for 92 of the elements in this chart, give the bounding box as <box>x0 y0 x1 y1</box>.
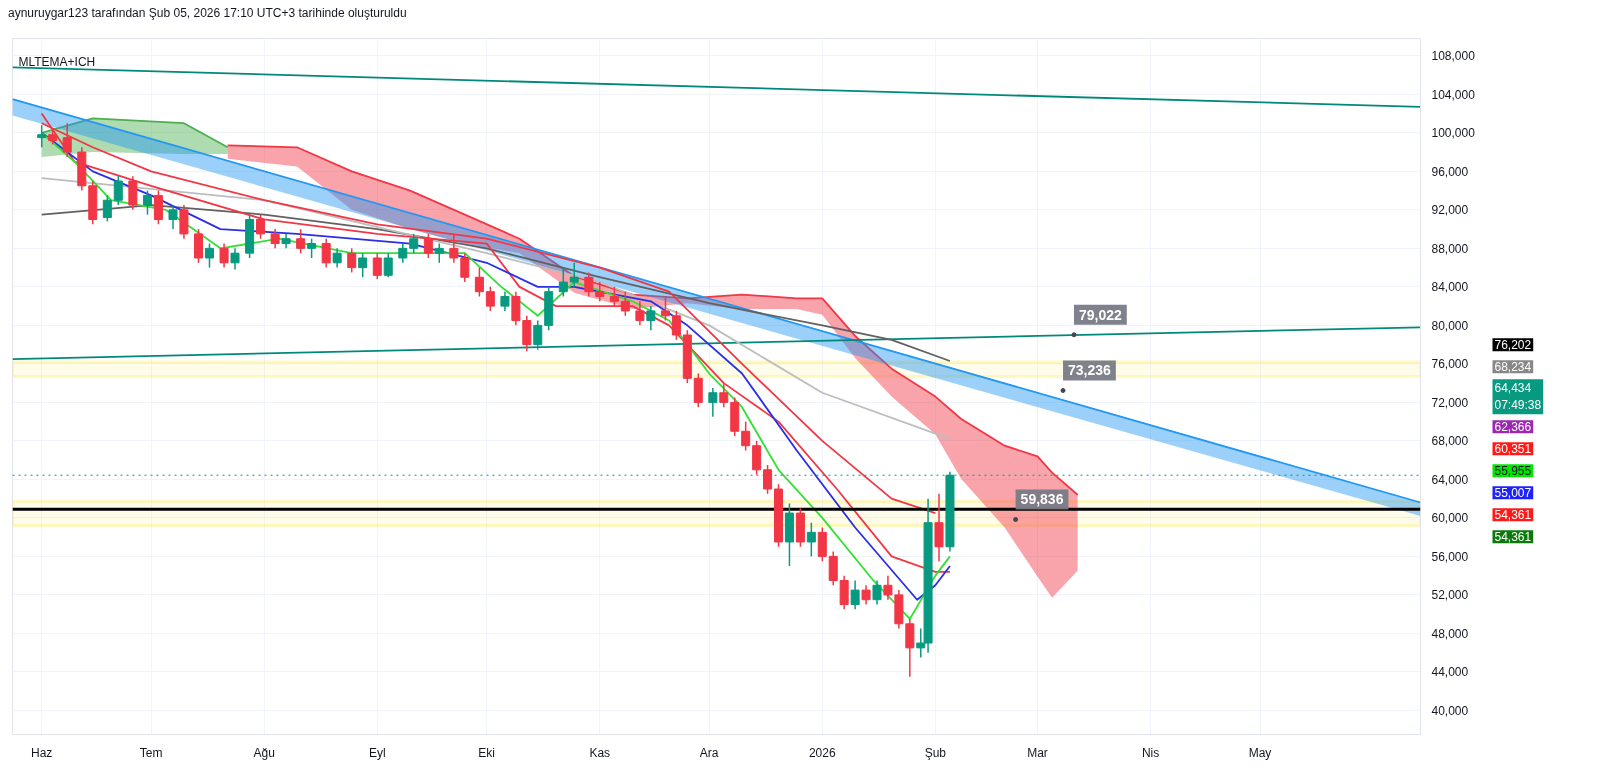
candlestick <box>460 252 470 283</box>
candlestick <box>423 233 433 259</box>
text: 54,361 <box>1494 530 1532 545</box>
candlestick <box>168 204 178 230</box>
x-tick-label: Mar <box>1027 745 1048 760</box>
y-tick-label: 64,000 <box>1431 472 1469 487</box>
candlestick <box>569 262 579 288</box>
candlestick <box>595 281 605 303</box>
candlestick <box>872 579 882 606</box>
candlestick <box>635 300 645 327</box>
candlestick <box>449 233 459 264</box>
text: 55,955 <box>1494 464 1532 479</box>
text: 60,351 <box>1494 442 1532 457</box>
candlestick <box>533 319 543 351</box>
annotation: 73,236 <box>1068 362 1112 379</box>
y-tick-label: 88,000 <box>1431 241 1469 256</box>
x-tick-label: Eki <box>478 745 496 760</box>
annotation: 59,836 <box>1020 491 1064 508</box>
text: 62,366 <box>1494 420 1532 435</box>
y-tick-label: 68,000 <box>1431 434 1469 449</box>
x-tick-label: Nis <box>1141 745 1160 760</box>
x-tick-label: May <box>1248 745 1272 760</box>
x-tick-label: Şub <box>924 745 947 760</box>
y-tick-label: 100,000 <box>1431 126 1476 141</box>
candlestick <box>558 266 568 298</box>
text: 64,434 07:49:38 <box>1494 381 1542 413</box>
candlestick <box>270 228 280 250</box>
candlestick <box>500 290 510 312</box>
x-tick-label: Eyl <box>368 745 386 760</box>
chart-title: aynuruygar123 tarafından Şub 05, 2026 17:10 UTC+3 tarihinde oluşturuldu <box>8 5 407 22</box>
candlestick <box>719 382 729 408</box>
candlestick <box>584 271 594 298</box>
y-tick-label: 96,000 <box>1431 164 1469 179</box>
candlestick <box>296 228 306 254</box>
y-tick-label: 60,000 <box>1431 511 1469 526</box>
candlestick <box>434 242 444 264</box>
x-tick-label: Haz <box>31 745 53 760</box>
candlestick <box>102 194 112 223</box>
y-tick-label: 92,000 <box>1431 203 1469 218</box>
y-tick-label: 52,000 <box>1431 588 1469 603</box>
candlestick <box>372 252 382 280</box>
candlestick <box>321 237 331 269</box>
y-tick-label: 44,000 <box>1431 665 1469 680</box>
candlestick <box>671 310 681 341</box>
candlestick <box>485 286 495 312</box>
x-tick-label: 2026 <box>808 745 836 760</box>
candlestick <box>219 242 229 269</box>
candlestick <box>256 213 266 240</box>
x-tick-label: Tem <box>139 745 163 760</box>
candlestick <box>620 290 630 317</box>
candlestick <box>347 247 357 274</box>
candlestick <box>307 237 317 259</box>
candlestick <box>409 233 419 254</box>
candlestick <box>850 579 860 611</box>
candlestick <box>741 420 751 452</box>
text: 54,361 <box>1494 508 1532 523</box>
candlestick <box>358 252 368 278</box>
candlestick <box>204 242 214 269</box>
candlestick <box>37 124 47 149</box>
text: 76,202 <box>1494 338 1532 353</box>
candlestick <box>398 242 408 264</box>
candlestick <box>660 295 670 322</box>
y-tick-label: 104,000 <box>1431 87 1476 102</box>
candlestick <box>113 175 123 206</box>
y-tick-label: 80,000 <box>1431 318 1469 333</box>
text: 68,234 <box>1494 360 1532 375</box>
text: MLTEMA+ICH <box>18 54 96 69</box>
candlestick <box>883 574 893 601</box>
candlestick <box>806 521 816 558</box>
candlestick <box>383 252 393 278</box>
candlestick <box>646 305 656 331</box>
candlestick <box>332 247 342 269</box>
y-tick-label: 76,000 <box>1431 357 1469 372</box>
annotation: 79,022 <box>1078 306 1123 323</box>
candlestick <box>230 247 240 271</box>
y-tick-label: 48,000 <box>1431 626 1469 641</box>
candlestick <box>609 286 619 307</box>
x-tick-label: Ara <box>699 745 719 760</box>
x-tick-label: Ağu <box>253 745 275 760</box>
y-tick-label: 108,000 <box>1431 49 1476 64</box>
y-tick-label: 56,000 <box>1431 549 1469 564</box>
x-tick-label: Kas <box>589 745 611 760</box>
text: 55,007 <box>1494 486 1532 501</box>
y-tick-label: 72,000 <box>1431 395 1469 410</box>
y-tick-label: 84,000 <box>1431 280 1469 295</box>
candlestick <box>142 189 152 216</box>
candlestick <box>708 387 718 418</box>
candlestick <box>474 266 484 298</box>
candlestick <box>861 584 871 606</box>
line-series <box>40 177 951 440</box>
y-tick-label: 40,000 <box>1431 703 1469 718</box>
candlestick <box>763 464 773 495</box>
